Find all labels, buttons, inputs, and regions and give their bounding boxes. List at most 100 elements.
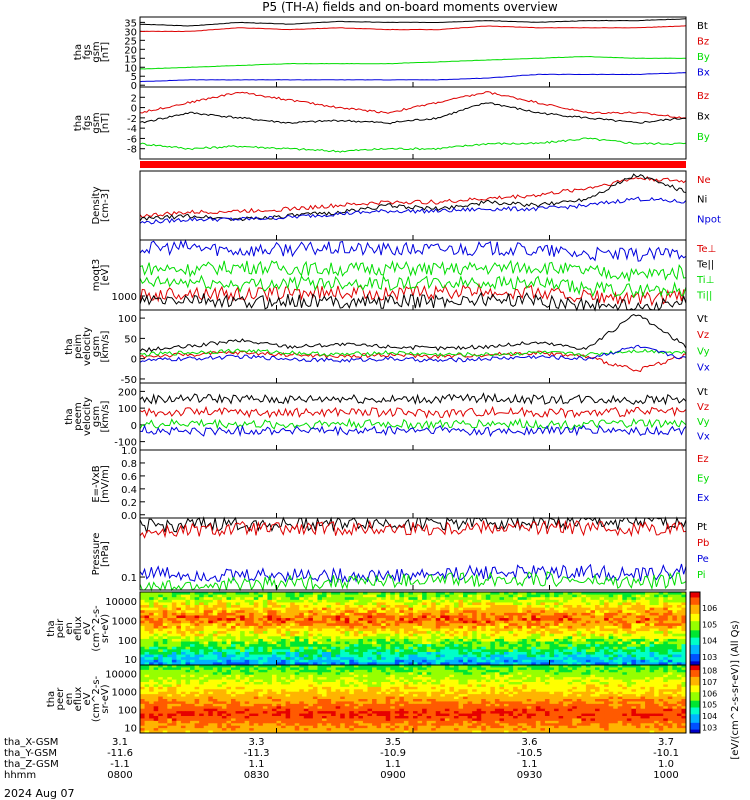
spectrogram-cell xyxy=(453,615,459,619)
spectrogram-cell xyxy=(449,657,455,661)
spectrogram-cell xyxy=(262,654,268,658)
spectrogram-cell xyxy=(376,659,382,663)
spectrogram-cell xyxy=(635,679,641,683)
spectrogram-cell xyxy=(381,620,387,624)
spectrogram-cell xyxy=(631,651,637,656)
spectrogram-cell xyxy=(299,628,305,632)
spectrogram-cell xyxy=(403,636,409,640)
spectrogram-cell xyxy=(167,651,173,656)
spectrogram-cell xyxy=(312,679,318,683)
spectrogram-cell xyxy=(554,625,560,629)
spectrogram-cell xyxy=(331,636,337,640)
spectrogram-cell xyxy=(153,620,159,624)
spectrogram-cell xyxy=(153,686,159,690)
spectrogram-cell xyxy=(681,667,687,671)
spectrogram-cell xyxy=(167,662,173,666)
spectrogram-cell xyxy=(276,638,282,643)
spectrogram-cell xyxy=(463,612,469,616)
spectrogram-cell xyxy=(303,674,309,678)
spectrogram-cell xyxy=(285,662,291,666)
spectrogram-cell xyxy=(599,646,605,650)
spectrogram-cell xyxy=(171,625,177,629)
spectrogram-cell xyxy=(171,684,177,688)
spectrogram-cell xyxy=(290,597,296,601)
spectrogram-cell xyxy=(171,612,177,616)
spectrogram-cell xyxy=(631,628,637,632)
spectrogram-cell xyxy=(681,638,687,643)
spectrogram-cell xyxy=(540,607,546,611)
spectrogram-cell xyxy=(194,682,200,685)
spectrogram-cell xyxy=(203,662,209,666)
spectrogram-cell xyxy=(408,649,414,653)
spectrogram-cell xyxy=(258,612,264,616)
spectrogram-cell xyxy=(376,592,382,596)
spectrogram-cell xyxy=(640,679,646,683)
spectrogram-cell xyxy=(485,674,491,678)
spectrogram-cell xyxy=(140,605,146,609)
spectrogram-cell xyxy=(531,625,537,629)
spectrogram-cell xyxy=(240,669,246,673)
spectrogram-cell xyxy=(140,665,146,668)
spectrogram-cell xyxy=(522,654,528,658)
spectrogram-cell xyxy=(285,679,291,683)
spectrogram-cell xyxy=(262,682,268,685)
spectrogram-cell xyxy=(481,625,487,629)
spectrogram-cell xyxy=(322,641,328,645)
spectrogram-cell xyxy=(349,597,355,601)
spectrogram-cell xyxy=(262,644,268,648)
spectrogram-cell xyxy=(381,686,387,690)
spectrogram-cell xyxy=(654,597,660,601)
spectrogram-cell xyxy=(335,669,341,673)
spectrogram-cell xyxy=(622,665,628,668)
spectrogram-cell xyxy=(317,667,323,671)
spectrogram-cell xyxy=(199,689,205,693)
spectrogram-cell xyxy=(540,649,546,653)
spectrogram-cell xyxy=(563,657,569,661)
spectrogram-cell xyxy=(640,636,646,640)
spectrogram-cell xyxy=(476,669,482,673)
spectrogram-cell xyxy=(499,659,505,663)
spectrogram-cell xyxy=(617,659,623,663)
spectrogram-cell xyxy=(203,594,209,598)
series-line-By xyxy=(139,55,687,70)
spectrogram-cell xyxy=(554,649,560,653)
spectrogram-cell xyxy=(499,592,505,596)
spectrogram-cell xyxy=(426,612,432,616)
spectrogram-cell xyxy=(299,644,305,648)
spectrogram-cell xyxy=(631,615,637,619)
spectrogram-cell xyxy=(312,674,318,678)
spectrogram-cell xyxy=(340,684,346,688)
spectrogram-cell xyxy=(413,686,419,690)
spectrogram-cell xyxy=(563,682,569,685)
spectrogram-cell xyxy=(231,631,237,635)
spectrogram-cell xyxy=(494,599,500,603)
spectrogram-cell xyxy=(381,667,387,671)
spectrogram-cell xyxy=(144,615,150,619)
spectrogram-cell xyxy=(417,615,423,619)
spectrogram-cell xyxy=(271,623,277,627)
spectrogram-cell xyxy=(253,674,259,678)
spectrogram-cell xyxy=(344,605,350,609)
spectrogram-cell xyxy=(544,689,550,693)
colorbar-cell xyxy=(690,593,700,597)
spectrogram-cell xyxy=(485,618,491,622)
spectrogram-cell xyxy=(349,677,355,681)
colorbar-cell xyxy=(690,592,700,595)
spectrogram-cell xyxy=(526,669,532,673)
spectrogram-cell xyxy=(595,620,601,624)
spectrogram-cell xyxy=(267,682,273,685)
spectrogram-cell xyxy=(403,684,409,688)
spectrogram-cell xyxy=(595,654,601,658)
spectrogram-cell xyxy=(140,646,146,650)
spectrogram-cell xyxy=(317,602,323,606)
spectrogram-cell xyxy=(499,649,505,653)
spectrogram-cell xyxy=(180,657,186,661)
spectrogram-cell xyxy=(340,654,346,658)
spectrogram-cell xyxy=(581,686,587,690)
spectrogram-cell xyxy=(317,682,323,685)
spectrogram-cell xyxy=(358,633,364,637)
spectrogram-cell xyxy=(481,618,487,622)
spectrogram-cell xyxy=(212,636,218,640)
spectrogram-cell xyxy=(340,605,346,609)
spectrogram-cell xyxy=(499,672,505,676)
